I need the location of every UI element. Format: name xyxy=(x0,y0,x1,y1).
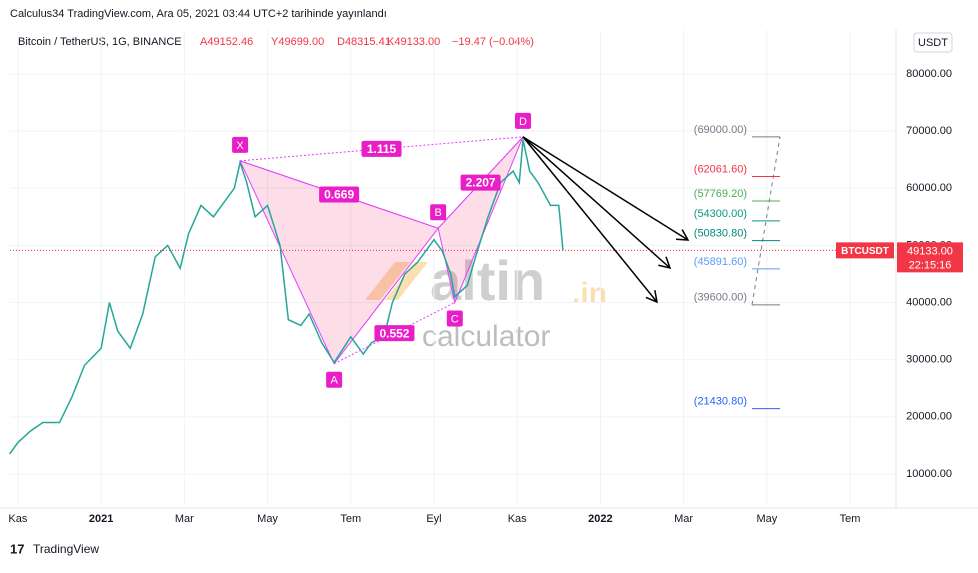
arrow xyxy=(522,136,658,303)
x-tick-label: Tem xyxy=(340,513,361,525)
x-tick-label: Kas xyxy=(508,513,527,525)
arrow-head xyxy=(675,229,690,241)
symbol-tag-label: BTCUSDT xyxy=(841,246,889,257)
pattern-label: A xyxy=(330,375,338,387)
x-tick-label: Eyl xyxy=(426,513,441,525)
x-tick-label: May xyxy=(756,513,777,525)
pattern-point xyxy=(232,136,249,153)
arrow xyxy=(522,136,689,241)
ratio-box xyxy=(361,140,402,157)
watermark-logo xyxy=(365,262,428,300)
ratio-label: 0.552 xyxy=(379,326,409,340)
x-tick-label: Mar xyxy=(175,513,194,525)
x-tick-label: Mar xyxy=(674,513,693,525)
ratio-label: 1.115 xyxy=(367,142,397,156)
x-tick-label: 2021 xyxy=(89,513,113,525)
level-label: (69000.00) xyxy=(694,124,747,136)
pattern-point xyxy=(430,204,447,221)
ohlc-low: D48315.41 xyxy=(337,36,391,48)
currency-button[interactable] xyxy=(913,32,953,53)
level-label: (21430.80) xyxy=(694,396,747,408)
symbol-tag xyxy=(836,242,894,259)
pattern-label: D xyxy=(519,116,527,128)
ratio-label: 0.669 xyxy=(324,188,354,202)
watermark-tld: .in xyxy=(572,277,607,310)
y-tick-label: 60000.00 xyxy=(906,182,952,194)
watermark-brand: altin xyxy=(430,249,545,312)
price-tag xyxy=(897,242,963,273)
price-tag-label: 49133.00 xyxy=(907,245,953,257)
arrow-head xyxy=(658,256,672,270)
ratio-box xyxy=(319,186,360,203)
pattern-label: C xyxy=(451,313,459,325)
price-line xyxy=(8,139,564,455)
pattern-label: X xyxy=(236,140,244,152)
symbol: Bitcoin / TetherUS, 1G, BINANCE xyxy=(18,36,182,48)
countdown: 22:15:16 xyxy=(909,259,952,271)
ratio-label: 2.207 xyxy=(466,176,496,190)
level-label: (39600.00) xyxy=(694,292,747,304)
level-label: (50830.80) xyxy=(694,228,747,240)
level-label: (57769.20) xyxy=(694,188,747,200)
ohlc-close: K49133.00 xyxy=(387,36,440,48)
ohlc-high: Y49699.00 xyxy=(271,36,324,48)
currency[interactable]: USDT xyxy=(918,37,948,49)
level-label: (54300.00) xyxy=(694,208,747,220)
pattern-point xyxy=(515,112,532,129)
watermark-sub: calculator xyxy=(422,320,550,353)
pattern-point xyxy=(326,371,343,388)
y-tick-label: 40000.00 xyxy=(906,296,952,308)
x-tick-label: Kas xyxy=(8,513,27,525)
x-tick-label: Tem xyxy=(840,513,861,525)
level-label: (45891.60) xyxy=(694,256,747,268)
y-tick-label: 70000.00 xyxy=(906,125,952,137)
x-tick-label: 2022 xyxy=(588,513,612,525)
ohlc-open: A49152.46 xyxy=(200,36,253,48)
published: Calculus34 TradingView.com, Ara 05, 2021… xyxy=(10,8,387,20)
y-tick-label: 20000.00 xyxy=(906,411,952,423)
ratio-box xyxy=(460,174,501,191)
footer-brand: TradingView xyxy=(33,542,99,556)
pattern-label: B xyxy=(434,207,441,219)
ratio-box xyxy=(374,325,415,342)
pattern-point xyxy=(446,310,463,327)
watermark: altin .in calculator xyxy=(365,249,607,353)
ratio-line xyxy=(437,136,524,229)
level-label: (62061.60) xyxy=(694,163,747,175)
change: −19.47 (−0.04%) xyxy=(452,36,534,48)
y-tick-label: 10000.00 xyxy=(906,468,952,480)
ratio-line xyxy=(333,302,456,365)
arrow-head xyxy=(645,290,658,304)
y-tick-label: 30000.00 xyxy=(906,354,952,366)
footer-logo: 17 xyxy=(10,541,24,556)
y-tick-label: 80000.00 xyxy=(906,68,952,80)
arrow xyxy=(522,136,671,269)
footer: 17 TradingView xyxy=(10,541,99,556)
x-tick-label: May xyxy=(257,513,278,525)
